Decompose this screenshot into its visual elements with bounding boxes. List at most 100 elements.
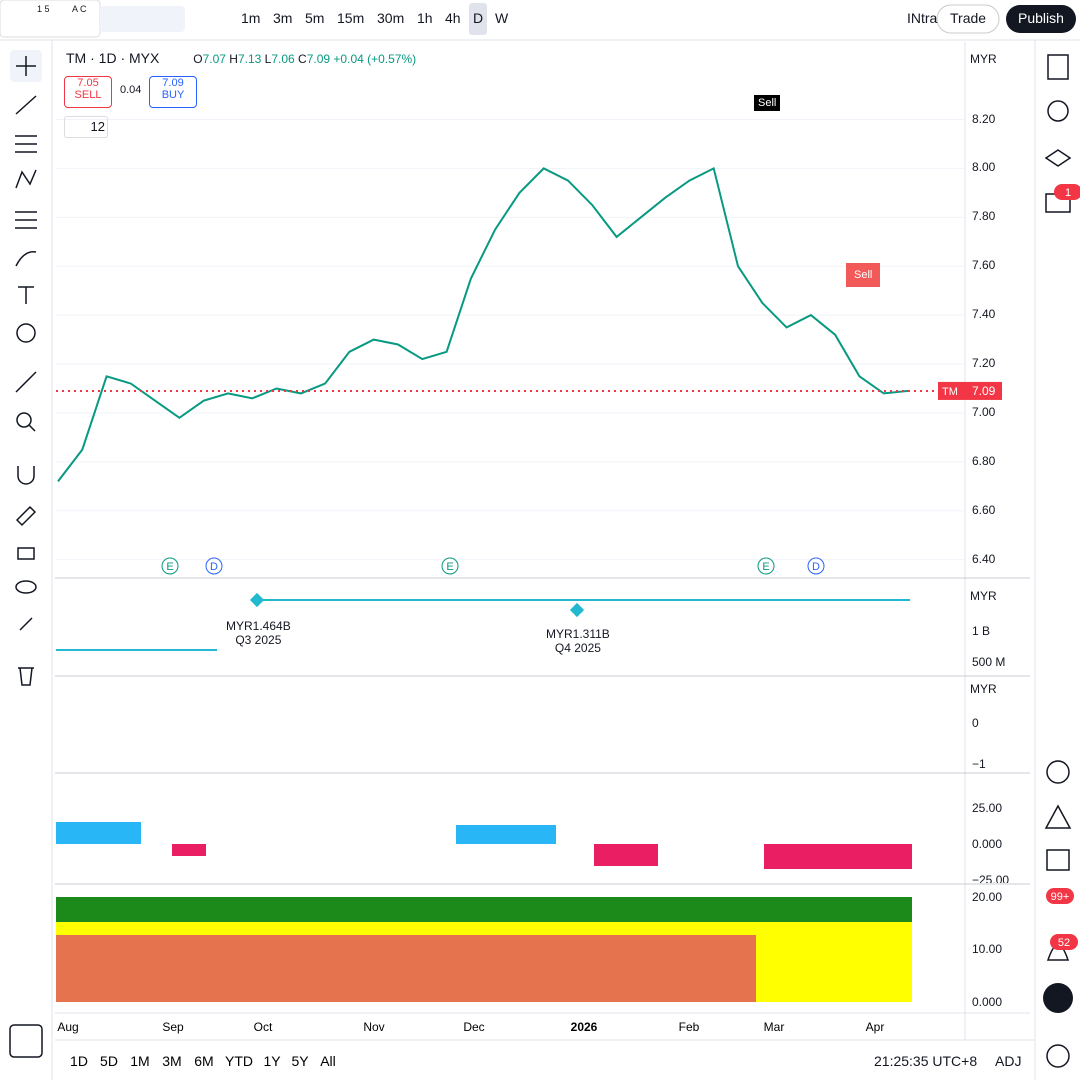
symbol-search[interactable] bbox=[100, 6, 185, 32]
panel4-bars bbox=[594, 844, 658, 866]
y-tick-label: 7.00 bbox=[972, 404, 996, 419]
axis-label: 10.00 bbox=[972, 942, 1003, 956]
interval[interactable]: 1h bbox=[417, 10, 433, 26]
indicator-count[interactable]: 12 bbox=[64, 116, 108, 138]
event-marker bbox=[807, 557, 825, 575]
interval[interactable]: 5m bbox=[305, 10, 325, 26]
legend: TM · 1D · MYX O7.07 H7.13 L7.06 C7.09 +0… bbox=[66, 50, 416, 66]
buy-button[interactable]: 7.09 BUY bbox=[149, 76, 197, 108]
interval[interactable]: 15m bbox=[337, 10, 365, 26]
range-button[interactable]: 1M bbox=[130, 1053, 149, 1069]
high-label: H bbox=[229, 52, 238, 66]
price-line bbox=[57, 166, 909, 483]
price-tag bbox=[938, 381, 1002, 400]
sell-label: SELL bbox=[74, 89, 102, 101]
change: +0.04 (+0.57%) bbox=[333, 52, 417, 66]
event-label: D bbox=[210, 561, 218, 573]
trade-label[interactable]: Trade bbox=[950, 10, 987, 26]
event-label: E bbox=[446, 561, 453, 573]
range-button[interactable]: YTD bbox=[225, 1053, 253, 1069]
event-marker bbox=[161, 557, 179, 575]
panel5-bars bbox=[56, 935, 756, 1002]
interval[interactable]: 30m bbox=[377, 10, 405, 26]
x-tick-label: Aug bbox=[57, 1020, 78, 1034]
badge-label: 52 bbox=[1058, 937, 1070, 949]
x-tick-label: Sep bbox=[162, 1020, 184, 1034]
publish-label[interactable]: Publish bbox=[1018, 10, 1064, 26]
range-button[interactable]: 5Y bbox=[291, 1053, 309, 1069]
earnings-period: Q3 2025 bbox=[235, 633, 282, 647]
logo-top: 1 5 bbox=[37, 4, 50, 14]
x-tick-label: 2026 bbox=[571, 1020, 598, 1034]
active-interval bbox=[469, 3, 487, 35]
interval[interactable]: 3m bbox=[273, 10, 293, 26]
x-tick-label: Apr bbox=[866, 1020, 885, 1034]
symbol[interactable]: TM · 1D · MYX bbox=[66, 50, 160, 66]
x-tick-label: Mar bbox=[764, 1020, 785, 1034]
price-tag-value: 7.09 bbox=[972, 384, 996, 398]
buy-label: BUY bbox=[161, 89, 185, 101]
event-label: D bbox=[812, 561, 820, 573]
count: 12 bbox=[90, 119, 105, 134]
panel5-top bbox=[56, 897, 912, 922]
y-tick-label: 7.80 bbox=[972, 209, 996, 224]
badge-label: 1 bbox=[1065, 187, 1071, 199]
close: 7.09 bbox=[306, 52, 331, 66]
spread: 0.04 bbox=[120, 84, 142, 96]
y-tick-label: 7.20 bbox=[972, 356, 996, 371]
badge bbox=[1050, 934, 1078, 950]
event-marker bbox=[205, 557, 223, 575]
axis-label: −1 bbox=[972, 757, 986, 771]
high: 7.13 bbox=[237, 52, 262, 66]
interval[interactable]: 1m bbox=[241, 10, 261, 26]
low-label: L bbox=[264, 52, 272, 66]
trade-button[interactable] bbox=[936, 4, 1000, 34]
open-label: O bbox=[193, 52, 203, 66]
publish-button[interactable] bbox=[1006, 5, 1076, 33]
x-tick-label: Feb bbox=[679, 1020, 700, 1034]
x-tick-label: Nov bbox=[363, 1020, 384, 1034]
earnings-label: MYR1.464B Q3 2025 bbox=[226, 619, 291, 647]
sell-button[interactable]: 7.05 SELL bbox=[64, 76, 112, 108]
badge-label: 99+ bbox=[1051, 891, 1070, 903]
range-button[interactable]: 3M bbox=[162, 1053, 181, 1069]
earnings-label: MYR1.311B Q4 2025 bbox=[546, 627, 610, 655]
badge bbox=[1054, 184, 1080, 200]
interval[interactable]: D bbox=[473, 10, 484, 26]
earnings-period: Q4 2025 bbox=[554, 641, 601, 655]
interval[interactable]: W bbox=[495, 10, 509, 26]
range-button[interactable]: All bbox=[320, 1053, 336, 1069]
badge bbox=[1046, 888, 1074, 904]
currency[interactable]: MYR bbox=[970, 589, 997, 603]
y-tick-label: 6.40 bbox=[972, 551, 996, 566]
interval[interactable]: 4h bbox=[445, 10, 461, 26]
axis-label: 20.00 bbox=[972, 890, 1003, 904]
tool-icons bbox=[9, 54, 1072, 1068]
axis-label: 0.000 bbox=[972, 837, 1003, 851]
y-tick-label: 7.60 bbox=[972, 258, 996, 273]
event-marker bbox=[757, 557, 775, 575]
axis-label: 1 B bbox=[972, 624, 991, 638]
adj[interactable]: ADJ bbox=[995, 1053, 1022, 1069]
y-tick-label: 8.20 bbox=[972, 111, 996, 126]
low: 7.06 bbox=[271, 52, 295, 66]
range-button[interactable]: 6M bbox=[194, 1053, 213, 1069]
currency[interactable]: MYR bbox=[970, 682, 997, 696]
earnings-value: MYR1.311B bbox=[546, 627, 610, 641]
x-tick-label: Oct bbox=[254, 1020, 273, 1034]
range-button[interactable]: 1Y bbox=[263, 1053, 281, 1069]
y-tick-label: 8.00 bbox=[972, 160, 996, 175]
indicator-name[interactable]: INtra bbox=[907, 10, 938, 26]
event-label: E bbox=[762, 561, 769, 573]
axis-label: 0 bbox=[972, 716, 979, 730]
close-label: C bbox=[298, 52, 307, 66]
currency[interactable]: MYR bbox=[970, 52, 997, 66]
event-label: E bbox=[166, 561, 173, 573]
range-button[interactable]: 5D bbox=[100, 1053, 118, 1069]
axis-label: −25.00 bbox=[972, 873, 1010, 883]
range-button[interactable]: 1D bbox=[70, 1053, 88, 1069]
axis-label: 500 M bbox=[972, 655, 1006, 669]
apps-button[interactable] bbox=[1043, 983, 1073, 1013]
